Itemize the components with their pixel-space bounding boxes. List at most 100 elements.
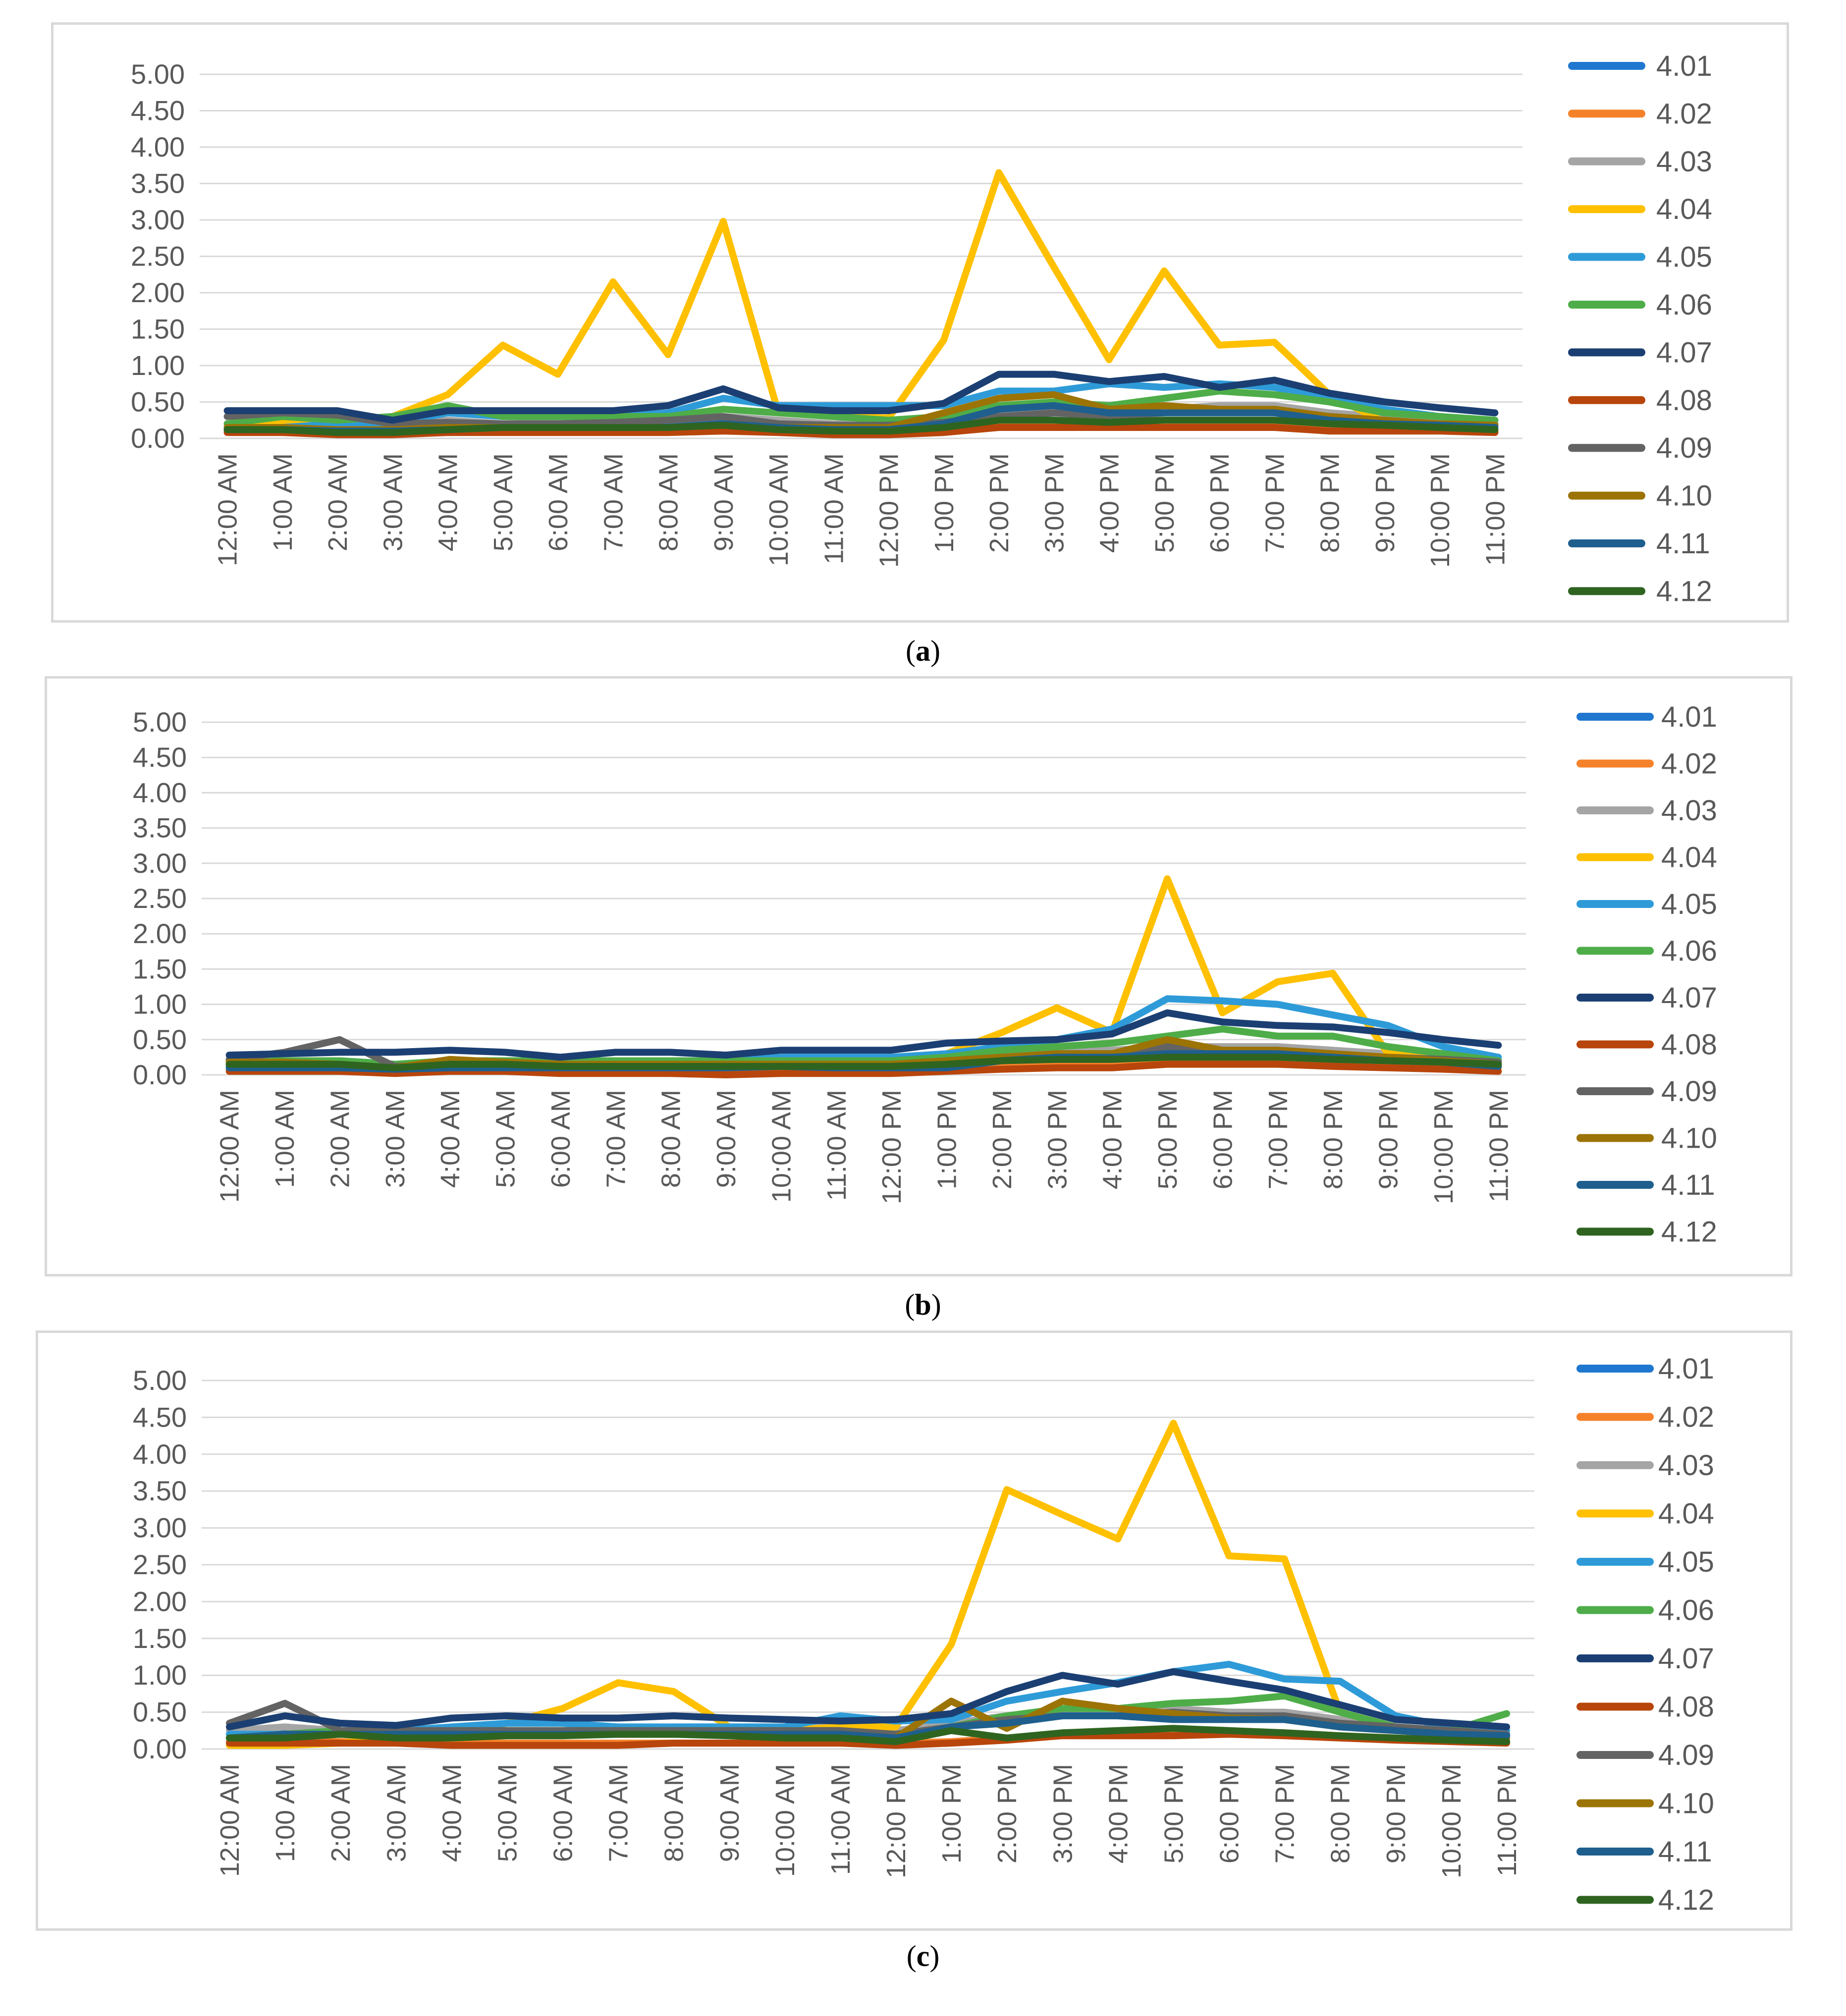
x-tick-label: 1:00 AM (268, 453, 298, 551)
x-tick-label: 6:00 PM (1215, 1764, 1245, 1863)
x-tick-label: 1:00 PM (937, 1764, 967, 1863)
legend-label: 4.08 (1661, 1029, 1717, 1061)
x-tick-label: 2:00 AM (326, 1764, 356, 1862)
y-tick-label: 3.00 (131, 204, 185, 235)
x-tick-label: 9:00 AM (715, 1764, 745, 1862)
legend-label: 4.11 (1661, 1169, 1715, 1201)
legend-label: 4.06 (1658, 1594, 1714, 1627)
y-tick-label: 1.50 (131, 314, 185, 345)
y-tick-label: 4.00 (133, 777, 187, 808)
y-tick-label: 0.00 (131, 423, 185, 454)
x-tick-label: 6:00 PM (1205, 453, 1235, 553)
y-tick-label: 0.00 (133, 1059, 187, 1090)
line-chart-b: 0.00 0.50 1.00 1.50 2.00 2.50 3.00 3.50 4.00 4.50… (133, 701, 1717, 1248)
y-tick-label: 0.50 (131, 386, 185, 418)
y-tick-label: 3.00 (133, 848, 187, 879)
legend-label: 4.10 (1661, 1122, 1717, 1155)
x-tick-label: 8:00 AM (656, 1090, 686, 1188)
caption-a: (a) (906, 635, 940, 667)
caption-c: (c) (906, 1940, 940, 1972)
x-tick-label: 11:00 AM (819, 453, 849, 564)
y-tick-label: 3.00 (133, 1512, 187, 1543)
x-tick-label: 7:00 PM (1263, 1090, 1293, 1189)
x-tick-label: 4:00 AM (435, 1090, 465, 1188)
x-tick-label: 11:00 PM (1484, 1090, 1514, 1202)
y-tick-label: 2.50 (133, 883, 187, 914)
legend-label: 4.05 (1661, 888, 1717, 920)
legend-label: 4.05 (1656, 241, 1712, 273)
x-tick-label: 2:00 PM (984, 453, 1014, 553)
x-tick-label: 9:00 AM (711, 1090, 741, 1188)
y-tick-label: 4.50 (133, 742, 187, 773)
x-tick-label: 8:00 PM (1326, 1764, 1356, 1863)
x-tick-label: 10:00 PM (1429, 1090, 1459, 1204)
line-chart-c: 0.00 0.50 1.00 1.50 2.00 2.50 3.00 3.50 4.00 4.50… (133, 1353, 1714, 1916)
legend-label: 4.10 (1656, 480, 1712, 512)
series-line-4-07 (223, 371, 1499, 424)
y-tick-label: 5.00 (131, 58, 185, 90)
x-tick-label: 4:00 AM (437, 1764, 467, 1862)
x-tick-label: 12:00 AM (215, 1090, 245, 1203)
chart-panel-c: 0.00 0.50 1.00 1.50 2.00 2.50 3.00 3.50 4.00 4.50… (36, 1330, 1792, 1931)
legend-label: 4.07 (1661, 982, 1717, 1014)
x-tick-label: 7:00 AM (598, 453, 628, 551)
x-tick-label: 6:00 PM (1208, 1090, 1238, 1189)
series-line-4-07 (226, 1668, 1510, 1731)
x-tick-label: 5:00 PM (1153, 1090, 1183, 1189)
x-tick-label: 8:00 PM (1315, 453, 1345, 553)
x-tick-label: 11:00 PM (1492, 1764, 1522, 1876)
legend-label: 4.11 (1656, 528, 1710, 560)
x-tick-label: 6:00 AM (543, 453, 573, 551)
x-tick-label: 5:00 PM (1159, 1764, 1189, 1863)
legend-label: 4.01 (1661, 701, 1717, 733)
x-tick-label: 3:00 PM (1048, 1764, 1078, 1863)
y-tick-label: 1.50 (133, 953, 187, 984)
y-tick-label: 5.00 (133, 1365, 187, 1396)
x-tick-label: 12:00 AM (213, 453, 243, 566)
series-line-4-07 (225, 1009, 1502, 1061)
x-tick-label: 12:00 PM (881, 1764, 911, 1878)
legend-label: 4.05 (1658, 1546, 1714, 1578)
legend-label: 4.09 (1658, 1739, 1714, 1771)
x-tick-label: 2:00 PM (992, 1764, 1022, 1863)
x-tick-label: 7:00 AM (601, 1090, 631, 1188)
y-tick-label: 2.00 (131, 277, 185, 308)
line-chart-a: 0.00 0.50 1.00 1.50 2.00 2.50 3.00 3.50 4.00 4.50… (131, 50, 1712, 607)
y-tick-label: 5.00 (133, 706, 187, 738)
y-tick-label: 3.50 (131, 168, 185, 199)
chart-panel-b: 0.00 0.50 1.00 1.50 2.00 2.50 3.00 3.50 4.00 4.50… (45, 676, 1792, 1276)
legend-label: 4.12 (1661, 1216, 1717, 1248)
x-tick-label: 7:00 PM (1260, 453, 1290, 553)
y-tick-label: 4.00 (133, 1438, 187, 1470)
x-tick-label: 1:00 AM (271, 1764, 300, 1862)
x-tick-label: 12:00 AM (215, 1764, 245, 1877)
legend-label: 4.07 (1658, 1643, 1714, 1675)
x-tick-label: 12:00 PM (874, 453, 904, 568)
y-tick-label: 1.00 (133, 989, 187, 1020)
x-tick-label: 4:00 AM (434, 453, 463, 551)
series-line-4-09 (226, 1699, 1510, 1738)
x-tick-label: 1:00 PM (932, 1090, 962, 1189)
legend-label: 4.02 (1658, 1401, 1714, 1433)
x-tick-label: 7:00 PM (1270, 1764, 1300, 1863)
legend-label: 4.01 (1656, 50, 1712, 82)
y-tick-label: 4.50 (133, 1401, 187, 1432)
legend-label: 4.09 (1661, 1075, 1717, 1108)
x-tick-label: 5:00 PM (1150, 453, 1180, 553)
x-tick-label: 6:00 AM (548, 1764, 578, 1862)
legend-label: 4.12 (1658, 1884, 1714, 1916)
x-tick-label: 8:00 AM (659, 1764, 689, 1862)
x-tick-label: 2:00 PM (987, 1090, 1017, 1189)
legend-label: 4.10 (1658, 1788, 1714, 1820)
x-tick-label: 2:00 AM (323, 453, 353, 551)
legend-label: 4.04 (1658, 1498, 1714, 1530)
y-tick-label: 1.50 (133, 1623, 187, 1654)
series-line-4-08 (225, 1061, 1502, 1078)
legend-label: 4.12 (1656, 575, 1712, 607)
y-tick-label: 2.50 (131, 241, 185, 272)
x-tick-label: 10:00 AM (764, 453, 794, 566)
legend-label: 4.06 (1656, 289, 1712, 321)
x-tick-label: 9:00 PM (1381, 1764, 1411, 1863)
x-tick-label: 3:00 AM (378, 453, 408, 551)
x-tick-label: 1:00 AM (270, 1090, 300, 1188)
